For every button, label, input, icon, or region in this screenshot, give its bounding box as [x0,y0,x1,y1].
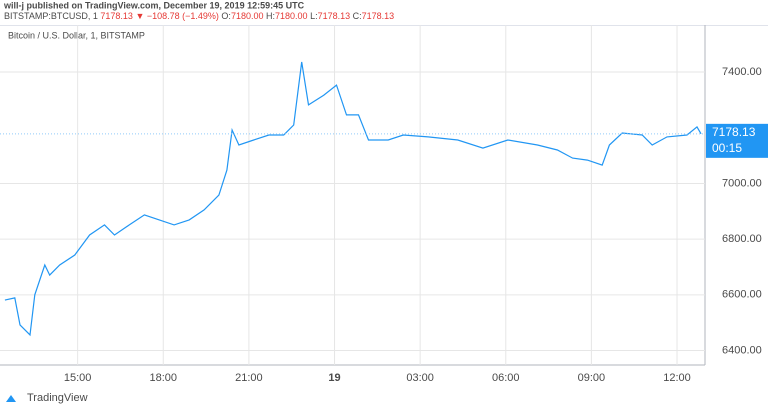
ohlc-value: 7180.00 [231,11,264,21]
x-tick-label: 03:00 [406,372,434,384]
price: 7178.13 [100,11,133,21]
y-tick-label: 6400.00 [722,344,762,356]
change: ▼ −108.78 (−1.49%) [135,11,218,21]
x-tick-label: 06:00 [492,372,520,384]
ohlc-label: C: [353,11,362,21]
x-tick-label: 15:00 [64,372,92,384]
ohlc-label: L: [310,11,318,21]
ohlc-label: O: [221,11,231,21]
pane-border [0,25,768,26]
symbol: BITSTAMP:BTCUSD, 1 [4,11,98,21]
y-tick-label: 6600.00 [722,289,762,301]
y-tick-label: 7000.00 [722,177,762,189]
footer-logo: TradingView [27,392,88,404]
last-price-label: 7178.13 [712,125,756,139]
y-tick-label: 6800.00 [722,233,762,245]
countdown: 00:15 [712,141,742,155]
x-tick-label: 12:00 [663,372,691,384]
ohlc-value: 7178.13 [318,11,351,21]
x-tick-label: 21:00 [235,372,263,384]
logo-icon [6,395,16,402]
ohlc-label: H: [266,11,275,21]
price-line [4,61,702,337]
chart-title: Bitcoin / U.S. Dollar, 1, BITSTAMP [8,30,145,40]
ohlc-value: 7178.13 [362,11,395,21]
y-tick-label: 7400.00 [722,66,762,78]
ohlc-value: 7180.00 [275,11,308,21]
symbol-line: BITSTAMP:BTCUSD, 1 7178.13 ▼ −108.78 (−1… [4,11,394,21]
publisher: will-j published on TradingView.com, Dec… [3,0,305,10]
x-tick-label: 19 [328,372,340,384]
last-price-box [706,123,768,158]
x-tick-label: 09:00 [578,372,606,384]
x-tick-label: 18:00 [149,372,177,384]
